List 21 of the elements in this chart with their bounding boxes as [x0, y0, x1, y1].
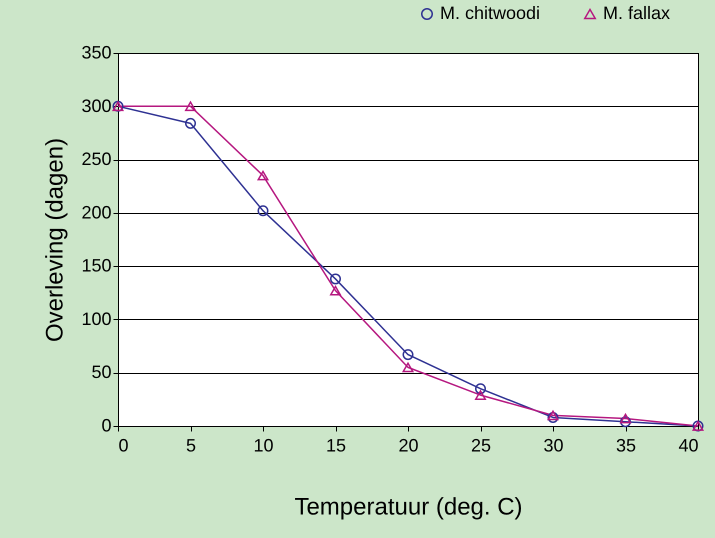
x-tick-label: 15 [326, 436, 346, 456]
y-tick-label: 250 [81, 149, 112, 170]
legend-label: M. fallax [603, 3, 670, 23]
x-tick-label: 0 [118, 436, 129, 456]
x-tick-label: 25 [470, 436, 492, 456]
x-tick-label: 20 [398, 436, 419, 456]
y-tick-label: 200 [81, 202, 112, 222]
x-axis-title: Temperatuur (deg. C) [294, 494, 523, 520]
x-tick-label: 30 [543, 436, 564, 456]
x-tick-label: 10 [253, 436, 274, 456]
y-tick-label: 50 [91, 362, 112, 382]
y-tick-label: 100 [81, 308, 112, 329]
x-tick-label: 40 [678, 436, 698, 456]
y-tick-label: 300 [81, 96, 112, 116]
legend-label: M. chitwoodi [440, 3, 540, 23]
y-axis-title: Overleving (dagen) [41, 138, 68, 342]
x-tick-label: 35 [616, 436, 636, 456]
y-tick-label: 150 [81, 256, 112, 276]
x-tick-label: 5 [186, 436, 196, 456]
y-tick-label: 0 [101, 416, 112, 436]
y-tick-label: 350 [81, 42, 112, 62]
